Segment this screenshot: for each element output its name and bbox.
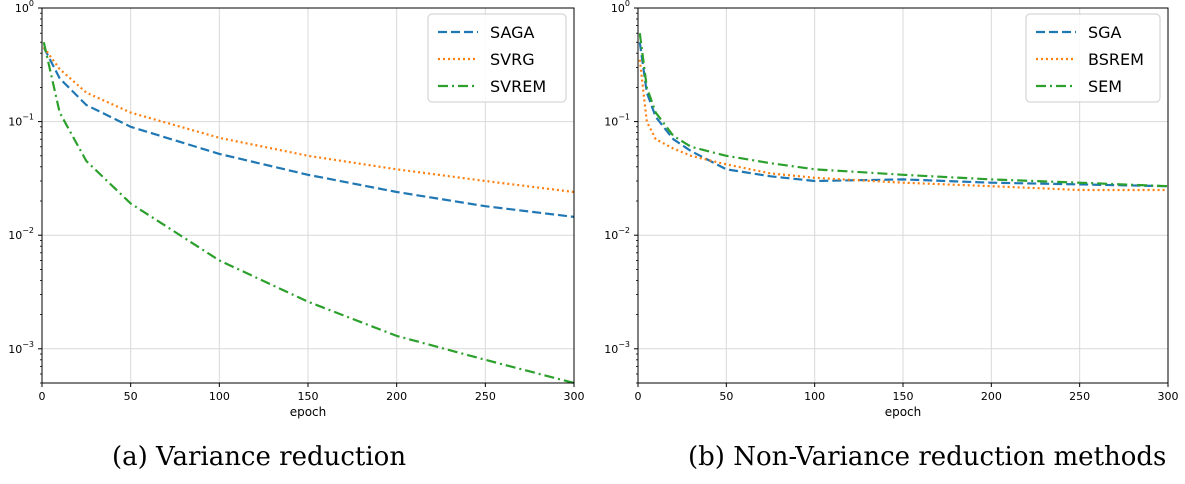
x-tick-label: 100 bbox=[209, 390, 230, 403]
y-tick-label: 10−3 bbox=[604, 340, 630, 356]
x-tick-label: 300 bbox=[1158, 390, 1179, 403]
y-tick-label: 100 bbox=[15, 0, 34, 15]
legend-label-sga: SGA bbox=[1088, 23, 1122, 42]
y-tick-label: 100 bbox=[611, 0, 630, 15]
x-axis-label: epoch bbox=[885, 405, 922, 419]
x-tick-label: 250 bbox=[475, 390, 496, 403]
caption-a: (a) Variance reduction bbox=[112, 442, 407, 472]
x-tick-label: 100 bbox=[804, 390, 825, 403]
legend-label-saga: SAGA bbox=[490, 23, 535, 42]
y-tick-label: 10−1 bbox=[604, 113, 630, 129]
legend-box bbox=[1025, 13, 1161, 103]
x-tick-label: 50 bbox=[124, 390, 138, 403]
x-tick-label: 250 bbox=[1069, 390, 1090, 403]
legend-box bbox=[427, 13, 567, 103]
x-axis-label: epoch bbox=[290, 405, 327, 419]
panel-a: 0 50 100 150 200 250 300 100 10−1 10−2 10−3 epoch SA… bbox=[8, 0, 584, 419]
legend-label-sem: SEM bbox=[1088, 77, 1122, 96]
x-tick-label: 150 bbox=[298, 390, 319, 403]
x-tick-label: 50 bbox=[719, 390, 733, 403]
legend-label-svrg: SVRG bbox=[490, 50, 535, 69]
series-line-sga bbox=[638, 42, 1169, 188]
series-line-svrem bbox=[42, 41, 575, 385]
x-tick-label: 200 bbox=[386, 390, 407, 403]
x-tick-label: 0 bbox=[635, 390, 642, 403]
x-tick-label: 300 bbox=[564, 390, 585, 403]
y-tick-label: 10−2 bbox=[8, 226, 34, 242]
figure: 0 50 100 150 200 250 300 100 10−1 10−2 10−3 epoch SA… bbox=[8, 0, 1178, 419]
y-tick-label: 10−2 bbox=[604, 226, 630, 242]
series-line-sem bbox=[638, 33, 1169, 188]
legend-label-bsrem: BSREM bbox=[1088, 50, 1144, 69]
caption-b: (b) Non-Variance reduction methods bbox=[688, 442, 1167, 472]
series-line-saga bbox=[42, 46, 575, 218]
x-tick-label: 200 bbox=[981, 390, 1002, 403]
y-tick-label: 10−1 bbox=[8, 113, 34, 129]
legend-label-svrem: SVREM bbox=[490, 77, 546, 96]
x-tick-label: 150 bbox=[893, 390, 914, 403]
panel-b: 0 50 100 150 200 250 300 100 10−1 10−2 10−3 epoch SG… bbox=[604, 0, 1178, 419]
x-tick-label: 0 bbox=[39, 390, 46, 403]
y-tick-label: 10−3 bbox=[8, 340, 34, 356]
